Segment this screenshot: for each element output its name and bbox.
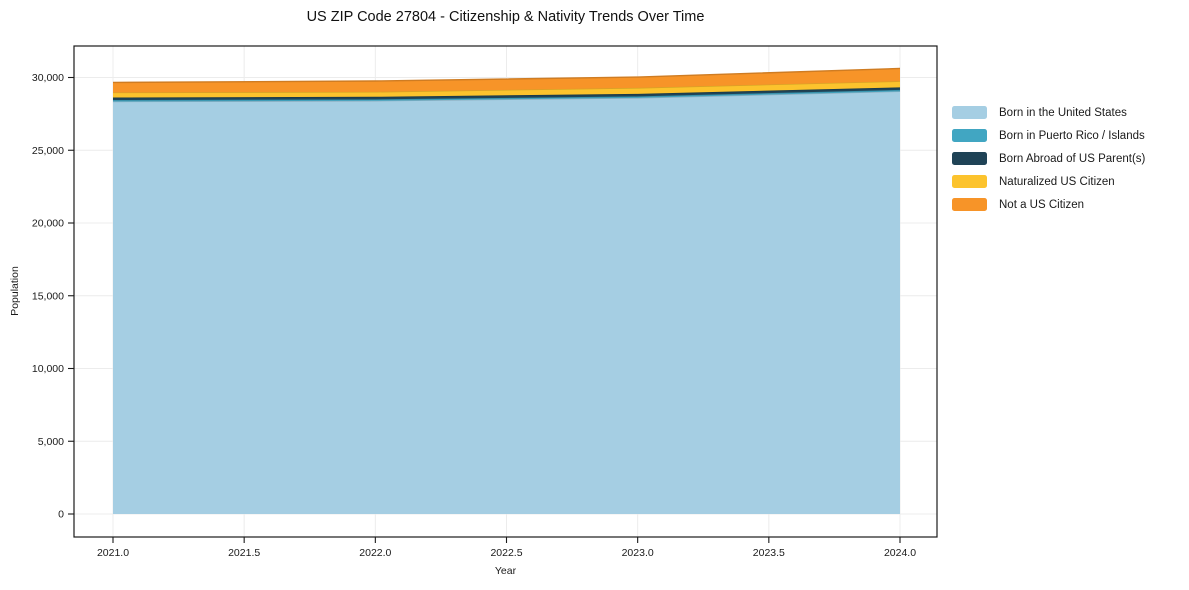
svg-text:2021.0: 2021.0 xyxy=(97,547,129,559)
legend-label: Born Abroad of US Parent(s) xyxy=(999,152,1146,165)
legend: Born in the United States Born in Puerto… xyxy=(952,106,1145,221)
svg-text:2021.5: 2021.5 xyxy=(228,547,260,559)
legend-label: Not a US Citizen xyxy=(999,198,1085,211)
svg-text:20,000: 20,000 xyxy=(32,218,64,230)
svg-text:30,000: 30,000 xyxy=(32,72,64,84)
legend-item: Not a US Citizen xyxy=(952,198,1145,211)
legend-item: Naturalized US Citizen xyxy=(952,175,1145,188)
legend-swatch xyxy=(952,106,987,119)
legend-swatch xyxy=(952,129,987,142)
legend-item: Born in Puerto Rico / Islands xyxy=(952,129,1145,142)
svg-text:2024.0: 2024.0 xyxy=(884,547,916,559)
legend-item: Born in the United States xyxy=(952,106,1145,119)
legend-swatch xyxy=(952,175,987,188)
legend-item: Born Abroad of US Parent(s) xyxy=(952,152,1145,165)
svg-text:2023.0: 2023.0 xyxy=(622,547,654,559)
y-axis-label: Population xyxy=(9,266,21,316)
svg-text:2022.0: 2022.0 xyxy=(359,547,391,559)
svg-text:10,000: 10,000 xyxy=(32,363,64,375)
svg-text:0: 0 xyxy=(58,509,64,521)
x-axis-label: Year xyxy=(494,565,517,577)
svg-text:5,000: 5,000 xyxy=(38,436,64,448)
svg-text:15,000: 15,000 xyxy=(32,290,64,302)
chart-title: US ZIP Code 27804 - Citizenship & Nativi… xyxy=(306,9,705,25)
svg-text:25,000: 25,000 xyxy=(32,145,64,157)
legend-label: Naturalized US Citizen xyxy=(999,175,1115,188)
legend-label: Born in the United States xyxy=(999,106,1127,119)
svg-text:2023.5: 2023.5 xyxy=(753,547,785,559)
legend-label: Born in Puerto Rico / Islands xyxy=(999,129,1145,142)
legend-swatch xyxy=(952,152,987,165)
legend-swatch xyxy=(952,198,987,211)
svg-text:2022.5: 2022.5 xyxy=(490,547,522,559)
